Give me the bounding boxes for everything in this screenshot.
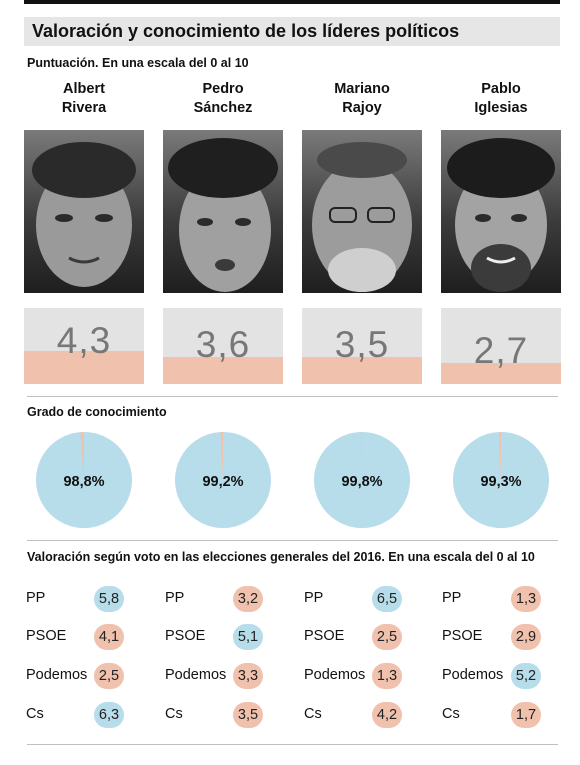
vote-value-badge: 3,2 (233, 586, 263, 612)
vote-value-badge: 2,5 (372, 624, 402, 650)
vote-value-badge: 4,2 (372, 702, 402, 728)
page-title: Valoración y conocimiento de los líderes… (32, 21, 460, 41)
vote-value-badge: 4,1 (94, 624, 124, 650)
party-label-psoe: PSOE (165, 628, 206, 644)
leader-name-iglesias: Pablo Iglesias (474, 81, 528, 116)
score-value-rivera: 4,3 (56, 320, 112, 361)
leader-name-rajoy: Mariano Rajoy (334, 81, 390, 116)
knowledge-label-iglesias: 99,3% (480, 474, 522, 490)
vote-value-badge: 2,9 (511, 624, 541, 650)
knowledge-pie-rajoy (314, 431, 410, 528)
top-rule (24, 0, 560, 4)
knowledge-pie-rivera (36, 432, 132, 528)
party-label-pp: PP (26, 590, 46, 606)
score-fill-rivera (24, 351, 144, 384)
party-label-pp: PP (304, 590, 324, 606)
party-label-cs: Cs (165, 706, 183, 722)
party-label-cs: Cs (442, 706, 460, 722)
party-label-cs: Cs (304, 706, 322, 722)
pie-slice-unknown (220, 432, 223, 480)
party-label-cs: Cs (26, 706, 44, 722)
party-label-pp: PP (442, 590, 462, 606)
party-label-podemos: Podemos (26, 667, 88, 683)
knowledge-label-sanchez: 99,2% (202, 474, 244, 490)
vote-value-badge: 1,3 (511, 586, 541, 612)
divider (27, 744, 558, 745)
knowledge-pie-sanchez (175, 432, 271, 528)
leader-name-sanchez: Pedro Sánchez (193, 81, 253, 116)
pie-slice-unknown (498, 432, 501, 480)
vote-value-badge: 6,3 (94, 702, 124, 728)
knowledge-label-rajoy: 99,8% (341, 474, 383, 490)
vote-value-badge: 3,5 (233, 702, 263, 728)
albert-rivera-portrait (24, 130, 144, 293)
vote-value-badge: 5,1 (233, 624, 263, 650)
knowledge-subtitle: Grado de conocimiento (27, 405, 167, 419)
vote-value-badge: 1,7 (511, 702, 541, 728)
party-label-psoe: PSOE (304, 628, 345, 644)
party-label-podemos: Podemos (442, 667, 504, 683)
score-fill-sanchez (163, 357, 283, 384)
score-value-rajoy: 3,5 (334, 324, 390, 365)
vote-value-badge: 1,3 (372, 663, 402, 689)
vote-value-badge: 5,2 (511, 663, 541, 689)
divider (27, 540, 558, 541)
knowledge-label-rivera: 98,8% (63, 474, 105, 490)
party-label-psoe: PSOE (26, 628, 67, 644)
pie-slice-unknown (80, 432, 84, 480)
score-bar-sanchez: 3,6 (163, 308, 283, 384)
score-bar-rivera: 4,3 (24, 308, 144, 384)
vote-subtitle: Valoración según voto en las elecciones … (27, 550, 535, 564)
pablo-iglesias-portrait (441, 130, 561, 293)
score-value-iglesias: 2,7 (473, 330, 529, 371)
score-subtitle: Puntuación. En una escala del 0 al 10 (27, 56, 249, 70)
vote-value-badge: 6,5 (372, 586, 402, 612)
mariano-rajoy-portrait (302, 130, 422, 293)
leader-name-rivera: Albert Rivera (61, 81, 107, 116)
party-label-podemos: Podemos (304, 667, 366, 683)
score-bar-rajoy: 3,5 (302, 308, 422, 384)
title-bar: Valoración y conocimiento de los líderes… (24, 17, 560, 46)
vote-value-badge: 3,3 (233, 663, 263, 689)
party-label-pp: PP (165, 590, 185, 606)
party-label-podemos: Podemos (165, 667, 227, 683)
score-value-sanchez: 3,6 (195, 324, 251, 365)
knowledge-pie-iglesias (453, 432, 549, 528)
score-bar-iglesias: 2,7 (441, 308, 561, 384)
vote-value-badge: 2,5 (94, 663, 124, 689)
pedro-sanchez-portrait (163, 130, 283, 293)
party-label-psoe: PSOE (442, 628, 483, 644)
vote-value-badge: 5,8 (94, 586, 124, 612)
score-fill-rajoy (302, 357, 422, 384)
divider (27, 396, 558, 397)
score-fill-iglesias (441, 363, 561, 384)
